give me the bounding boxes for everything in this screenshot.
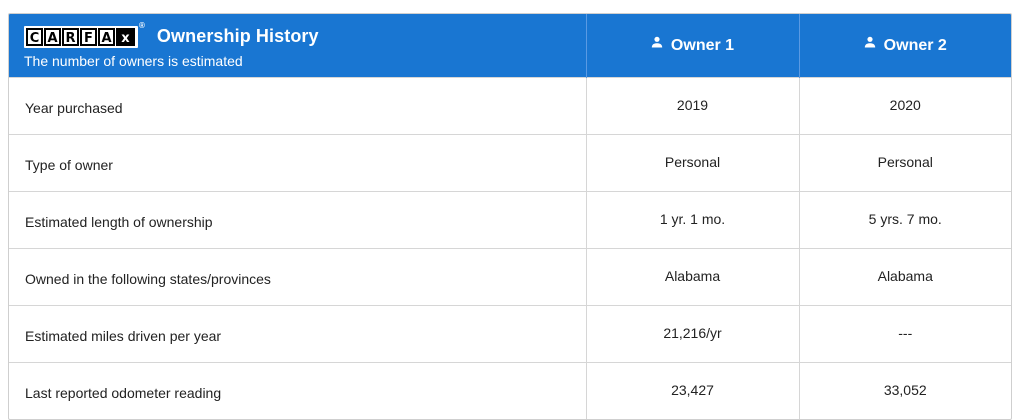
owner-1-label: Owner 1 [670,36,735,54]
person-icon [651,35,663,53]
owner-1-header: Owner 1 [585,14,799,78]
owner-2-value: 5 yrs. 7 mo. [798,191,1011,249]
owner-1-value: Personal [585,134,799,192]
owner-1-value: 21,216/yr [585,305,799,363]
person-icon [864,35,876,53]
ownership-history-table: C A R F A x ® Ownership History The numb… [9,14,1011,419]
owner-1-value: 2019 [585,77,799,135]
ownership-history-panel: C A R F A x ® Ownership History The numb… [8,13,1012,420]
table-row: Estimated length of ownership 1 yr. 1 mo… [9,191,1011,249]
owner-2-header: Owner 2 [798,14,1011,78]
owner-2-value: Personal [798,134,1011,192]
owner-2-value: 2020 [798,77,1011,135]
owner-2-value: 33,052 [798,362,1011,419]
table-row: Last reported odometer reading 23,427 33… [9,362,1011,419]
table-row: Owned in the following states/provinces … [9,248,1011,306]
logo-letter: R [62,27,79,46]
logo-letter: C [26,27,43,46]
table-row: Year purchased 2019 2020 [9,77,1011,135]
row-label: Year purchased [9,77,586,135]
owner-1-value: 23,427 [585,362,799,419]
table-header-row: C A R F A x ® Ownership History The numb… [9,14,1011,78]
logo-letter: A [44,27,61,46]
row-label: Estimated length of ownership [9,191,586,249]
registered-mark: ® [139,20,145,30]
header-title-cell: C A R F A x ® Ownership History The numb… [9,14,586,78]
owner-2-label: Owner 2 [883,36,947,54]
carfax-logo: C A R F A x [24,25,138,48]
table-row: Type of owner Personal Personal [9,134,1011,192]
row-label: Estimated miles driven per year [9,305,586,363]
owner-2-value: Alabama [798,248,1011,306]
page-subtitle: The number of owners is estimated [24,52,243,69]
row-label: Owned in the following states/provinces [9,248,586,306]
logo-letter: x [116,27,135,46]
owner-1-value: Alabama [585,248,799,306]
row-label: Type of owner [9,134,586,192]
owner-1-value: 1 yr. 1 mo. [585,191,799,249]
row-label: Last reported odometer reading [9,362,586,419]
table-row: Estimated miles driven per year 21,216/y… [9,305,1011,363]
owner-2-value: --- [798,305,1011,363]
brand-row: C A R F A x ® Ownership History [24,20,586,51]
logo-letter: F [80,27,97,46]
logo-letter: A [98,27,115,46]
page-title: Ownership History [156,26,319,46]
